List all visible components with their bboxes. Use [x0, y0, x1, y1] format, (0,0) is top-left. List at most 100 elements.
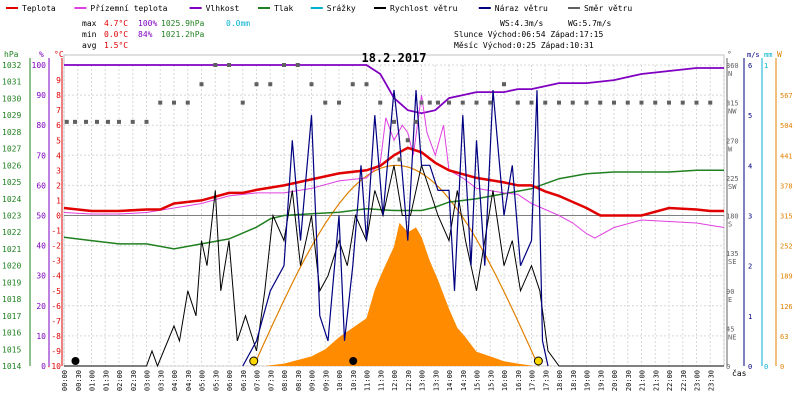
legend-item-label: Tlak [274, 4, 293, 13]
wind-dir-point [502, 82, 506, 87]
wind-dir-point [199, 82, 204, 87]
pressure-tick-label: 1032 [2, 61, 21, 70]
wind-dir-point [557, 100, 561, 105]
wind-dir-point [84, 119, 88, 124]
temp-tick-label: 0 [56, 212, 61, 221]
wind-dir-point [397, 157, 402, 162]
pressure-tick-label: 1030 [2, 94, 21, 103]
wind-dir-point [309, 82, 314, 87]
solar-tick-label: 504 [780, 122, 793, 130]
temp-tick-label: -8 [51, 332, 61, 341]
temp-tick-label: -6 [51, 302, 61, 311]
wind-dir-point [73, 119, 77, 124]
temp-tick-label: 6 [56, 121, 61, 130]
time-tick-label: 12:00 [391, 370, 399, 391]
humidity-tick-label: 50 [36, 212, 46, 221]
time-tick-label: 16:30 [515, 370, 523, 391]
temp-tick-label: 8 [56, 91, 61, 100]
time-tick-label: 19:00 [584, 370, 592, 391]
time-tick-label: 03:00 [144, 370, 152, 391]
pressure-line [63, 169, 724, 250]
stat-max-temp: 4.7°C [104, 19, 128, 28]
humidity-tick-label: 0 [41, 362, 46, 371]
time-tick-label: 18:00 [556, 370, 564, 391]
wind-dir-compass-label: SW [728, 183, 737, 191]
wind-dir-point [172, 100, 176, 105]
temp-tick-label: -4 [51, 272, 61, 281]
unit-degc: °C [54, 50, 64, 59]
wind-dir-point [612, 100, 616, 105]
wind-dir-point [95, 119, 99, 124]
wind-dir-tick-label: 315 [726, 100, 739, 108]
axes-layer: 1014101510161017101810191020102110221023… [2, 58, 793, 391]
wind-dir-point [350, 82, 355, 87]
unit-w: W [777, 50, 782, 59]
wind-speed-tick-label: 4 [748, 162, 752, 170]
wind-dir-point [570, 100, 575, 105]
wind-dir-point [117, 119, 121, 124]
stat-avg-label: avg [82, 41, 97, 50]
time-tick-label: 04:00 [171, 370, 179, 391]
temp-tick-label: -7 [51, 317, 61, 326]
rain-tick-label: 1 [764, 62, 768, 70]
solar-tick-label: 0 [780, 363, 784, 371]
solar-tick-label: 378 [780, 182, 793, 190]
time-tick-label: 13:00 [419, 370, 427, 391]
time-tick-label: 02:00 [116, 370, 124, 391]
wind-dir-tick-label: 135 [726, 250, 739, 258]
time-tick-label: 16:00 [501, 370, 509, 391]
info-moon: Měsíc Východ:0:25 Západ:10:31 [454, 41, 594, 50]
time-tick-label: 10:00 [336, 370, 344, 391]
time-tick-label: 00:30 [75, 370, 83, 391]
time-tick-label: 13:30 [432, 370, 440, 391]
wind-dir-point [282, 63, 286, 67]
wind-dir-point [64, 119, 69, 124]
time-tick-label: 14:00 [446, 370, 454, 391]
unit-ms: m/s [747, 51, 760, 59]
sunset-marker [533, 356, 543, 366]
humidity-line [64, 64, 724, 115]
legend: Teplota Přízemní teplota Vlhkost Tlak Srážky… [6, 4, 632, 13]
solar-tick-label: 315 [780, 213, 793, 221]
humidity-tick-label: 30 [36, 272, 46, 281]
legend-item-label: Teplota [22, 4, 56, 13]
time-tick-label: 09:00 [309, 370, 317, 391]
temp-tick-label: 1 [56, 196, 61, 205]
time-tick-label: 15:00 [474, 370, 482, 391]
legend-item-label: Náraz větru [495, 4, 548, 13]
time-tick-label: 22:30 [680, 370, 688, 391]
wind-dir-point [515, 100, 520, 105]
pressure-tick-label: 1024 [2, 195, 21, 204]
time-tick-label: 17:00 [529, 370, 537, 391]
time-tick-label: 07:30 [267, 370, 275, 391]
wind-dir-point [427, 100, 432, 105]
temp-tick-label: 5 [56, 136, 61, 145]
ground-temp-line [63, 95, 725, 239]
stat-avg-temp: 1.5°C [104, 41, 128, 50]
time-tick-label: 09:30 [322, 370, 330, 391]
rain-tick-label: 0 [764, 363, 768, 371]
legend-item-label: Vlhkost [206, 4, 240, 13]
wind-speed-tick-label: 2 [748, 263, 752, 271]
sunrise-marker [249, 356, 259, 366]
wind-speed-tick-label: 3 [748, 213, 752, 221]
humidity-tick-label: 60 [36, 181, 46, 190]
wind-gust-line [242, 90, 549, 367]
wind-dir-point [392, 119, 396, 124]
wind-dir-point [337, 100, 341, 105]
unit-hpa: hPa [4, 50, 19, 59]
temperature-line [63, 146, 724, 217]
stat-max-rain: 0.0mm [226, 19, 250, 28]
info-wg: WG:5.7m/s [568, 19, 612, 28]
moonrise-marker [71, 357, 80, 365]
temp-tick-label: -10 [47, 362, 62, 371]
temp-tick-label: 4 [56, 151, 61, 160]
stat-min-hum: 84% [138, 30, 153, 39]
wind-dir-compass-label: NW [728, 108, 737, 116]
wind-speed-tick-label: 6 [748, 62, 752, 70]
wind-dir-tick-label: 360 [726, 62, 739, 70]
temp-tick-label: 7 [56, 106, 61, 115]
stat-max-label: max [82, 19, 97, 28]
wind-dir-point [227, 63, 231, 67]
